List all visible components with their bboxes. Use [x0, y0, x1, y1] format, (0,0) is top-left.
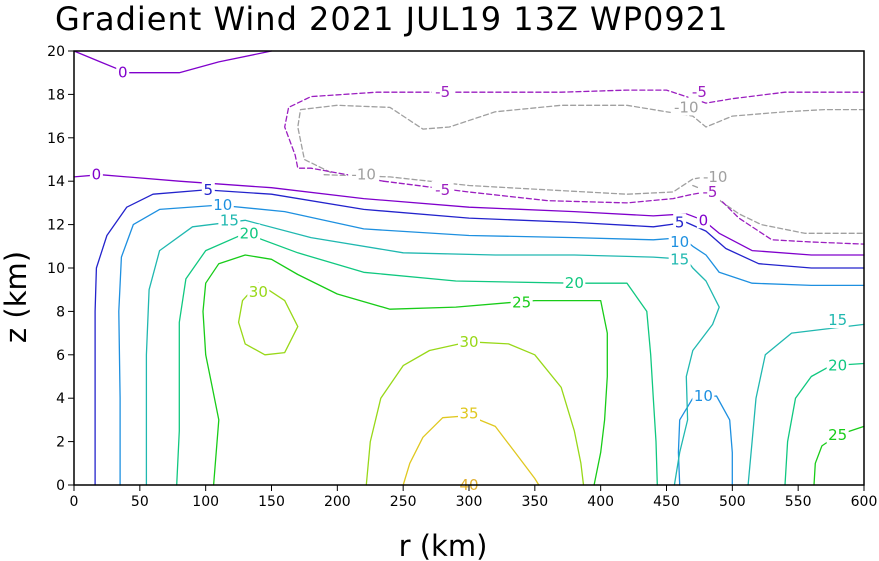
x-tick-label: 250 — [390, 494, 417, 510]
contour-label-30: 30 — [459, 333, 478, 351]
contour-label-minus5: -5 — [435, 181, 450, 199]
x-tick-label: 0 — [70, 494, 79, 510]
y-axis-ticks: 0 2 4 6 8 10 12 14 16 18 20 — [47, 44, 74, 494]
contour-label-bg — [89, 165, 103, 183]
x-tick-label: 200 — [324, 494, 351, 510]
contour-label-bg — [510, 293, 533, 311]
y-tick-label: 6 — [56, 348, 65, 364]
x-tick-label: 550 — [785, 494, 812, 510]
contour-line-5-0 — [94, 189, 865, 486]
contour-line-minus10-0 — [297, 104, 865, 174]
contour-label-bg — [668, 232, 691, 250]
contour-label-10: 10 — [694, 387, 713, 405]
contour-label-bg — [458, 404, 480, 422]
contour-label-bg — [238, 224, 261, 242]
contour-line-minus10-1 — [323, 174, 707, 195]
contour-label-bg — [696, 211, 710, 229]
contour-line-20-0 — [176, 232, 658, 486]
y-tick-label: 0 — [56, 478, 65, 494]
y-tick-label: 18 — [47, 87, 65, 103]
contour-line-25-0 — [202, 254, 608, 486]
contour-label-bg — [431, 180, 454, 198]
contour-label-20: 20 — [565, 274, 584, 292]
contour-label-minus5: -5 — [692, 83, 707, 101]
contour-label-10: 10 — [670, 233, 689, 251]
y-tick-label: 12 — [47, 218, 65, 234]
contour-line-15-0 — [145, 219, 720, 486]
contour-label-20: 20 — [828, 357, 847, 375]
x-tick-label: 400 — [587, 494, 614, 510]
contour-label-bg — [201, 180, 215, 198]
contour-label-bg — [826, 356, 849, 374]
contour-label-bg — [211, 196, 234, 214]
contour-label-minus5: -5 — [702, 183, 717, 201]
contour-label-bg — [668, 250, 691, 268]
contour-label-bg — [692, 387, 715, 405]
contour-label-0: 0 — [118, 64, 128, 82]
contour-line-0-0 — [73, 50, 273, 74]
contour-labels: -10-10-10-5 -5-5 -500055101010151515202020… — [89, 63, 849, 494]
y-tick-label: 8 — [56, 304, 65, 320]
contour-line-20-1 — [784, 362, 865, 486]
contour-label-10: 10 — [213, 196, 232, 214]
contour-label-bg — [673, 213, 687, 231]
contour-label-bg — [563, 274, 586, 292]
x-tick-label: 500 — [719, 494, 746, 510]
contour-label-bg — [698, 183, 721, 201]
contour-label-bg — [116, 63, 130, 81]
x-tick-label: 600 — [851, 494, 878, 510]
contour-label-bg — [670, 98, 702, 116]
contour-line-minus5-0 — [284, 89, 865, 182]
contour-label-bg — [458, 332, 480, 350]
contour-label-bg — [688, 83, 711, 101]
contour-label-25: 25 — [828, 426, 847, 444]
contour-label-5: 5 — [204, 181, 214, 199]
contour-label-bg — [348, 165, 380, 183]
contour-line-0-1 — [73, 174, 865, 256]
contour-label-minus10: -10 — [674, 98, 699, 116]
contour-label-bg — [826, 311, 849, 329]
contour-line-30-1 — [365, 341, 585, 486]
contour-label-5: 5 — [675, 213, 685, 231]
x-tick-label: 150 — [258, 494, 285, 510]
contour-label-bg — [826, 426, 849, 444]
y-tick-label: 10 — [47, 261, 65, 277]
contour-label-0: 0 — [699, 211, 709, 229]
contour-label-15: 15 — [828, 311, 847, 329]
contour-label-minus10: -10 — [351, 166, 376, 184]
contour-label-bg — [699, 167, 731, 185]
contour-label-35: 35 — [459, 404, 478, 422]
x-tick-label: 50 — [131, 494, 149, 510]
contour-label-20: 20 — [240, 224, 259, 242]
y-tick-label: 14 — [47, 174, 65, 190]
y-tick-label: 16 — [47, 131, 65, 147]
contour-line-minus5-1 — [382, 180, 865, 245]
contour-line-10-0 — [118, 204, 865, 486]
x-tick-label: 350 — [521, 494, 548, 510]
y-tick-label: 2 — [56, 435, 65, 451]
contour-label-15: 15 — [670, 250, 689, 268]
contour-label-minus5: -5 — [435, 83, 450, 101]
contour-label-bg — [431, 83, 454, 101]
x-axis-label: r (km) — [399, 529, 488, 561]
contour-label-25: 25 — [512, 294, 531, 312]
contour-label-bg — [247, 282, 270, 300]
x-axis-ticks: 0 50 100 150 200 250 300 350 400 450 500 550 600 — [70, 485, 878, 510]
x-tick-label: 100 — [192, 494, 219, 510]
x-tick-label: 300 — [456, 494, 483, 510]
y-tick-label: 20 — [47, 44, 65, 60]
contour-line-35-0 — [402, 414, 540, 486]
y-tick-label: 4 — [56, 391, 65, 407]
x-tick-label: 450 — [653, 494, 680, 510]
contour-line-10-1 — [677, 395, 733, 486]
contour-label-0: 0 — [92, 166, 102, 184]
chart-title: Gradient Wind 2021 JUL19 13Z WP0921 — [55, 0, 728, 38]
contour-line-15-1 — [747, 323, 865, 486]
contour-label-30: 30 — [249, 283, 268, 301]
contour-label-15: 15 — [220, 211, 239, 229]
y-axis-label: z (km) — [0, 251, 33, 343]
contour-label-bg — [218, 211, 241, 229]
contour-label-minus10: -10 — [703, 168, 728, 186]
